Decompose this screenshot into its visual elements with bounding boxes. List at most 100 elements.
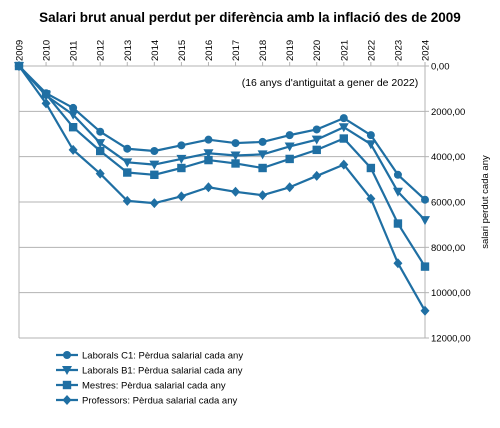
y-tick-label: 0,00: [431, 62, 450, 73]
data-point: [150, 147, 159, 155]
data-point: [257, 150, 268, 160]
data-point: [420, 305, 430, 316]
y-tick-label: 2000,00: [431, 107, 465, 118]
data-point: [123, 168, 132, 177]
legend-label: Laborals C1: Pèrdua salarial cada any: [82, 351, 243, 362]
data-point: [366, 131, 375, 140]
data-point: [69, 103, 78, 112]
data-point: [392, 187, 403, 197]
series-line: [18, 65, 426, 221]
chart-title: Salari brut anual perdut per diferència …: [39, 10, 461, 25]
data-point: [366, 193, 376, 204]
data-point: [203, 149, 214, 159]
data-point: [312, 125, 321, 134]
series-4: [14, 61, 430, 316]
chart-annotation: (16 anys d'antiguitat a gener de 2022): [242, 77, 419, 89]
data-point: [41, 90, 51, 99]
series-line: [18, 65, 426, 312]
x-tick-label: 2010: [42, 40, 53, 61]
data-point: [258, 163, 267, 173]
data-point: [14, 61, 24, 71]
data-point: [285, 182, 295, 193]
x-tick-label: 2015: [177, 40, 188, 61]
data-point: [339, 134, 348, 143]
data-point: [122, 195, 132, 206]
legend-label: Mestres: Pèrdua salarial cada any: [82, 381, 226, 392]
x-tick-labels: 2009 2010 2011 2012 2013 2014 2015 2016 2017 2018…: [15, 40, 432, 61]
x-tick-label: 2023: [393, 40, 404, 61]
legend-item: Mestres: Pèrdua salarial cada any: [56, 381, 226, 392]
data-point: [284, 142, 295, 152]
data-point: [204, 135, 213, 144]
data-point: [339, 114, 348, 123]
data-point: [68, 123, 78, 132]
series-line: [18, 65, 426, 201]
data-point: [393, 170, 402, 179]
data-point: [285, 154, 294, 164]
data-point: [176, 191, 186, 202]
series-1: [15, 62, 429, 204]
data-point: [231, 186, 241, 197]
gridlines: [19, 65, 425, 339]
data-point: [339, 159, 349, 170]
x-tick-label: 2017: [231, 40, 242, 61]
series-3: [14, 61, 430, 271]
x-tick-label: 2022: [366, 40, 377, 61]
data-point: [95, 139, 106, 149]
legend-label: Professors: Pèrdua salarial cada any: [82, 396, 237, 407]
legend-marker: [62, 395, 72, 405]
data-point: [149, 160, 160, 170]
y-tick-label: 10000,00: [431, 288, 471, 299]
data-point: [177, 163, 186, 173]
x-tick-label: 2024: [421, 40, 432, 61]
x-tick-label: 2011: [69, 41, 80, 61]
data-point: [41, 98, 51, 109]
data-point: [311, 135, 322, 145]
data-point: [68, 144, 78, 155]
data-point: [122, 158, 133, 168]
data-point: [421, 195, 429, 204]
data-point: [312, 145, 321, 155]
data-point: [68, 110, 79, 120]
data-point: [96, 127, 105, 136]
series-group: [14, 61, 430, 316]
data-point: [150, 170, 159, 179]
x-tick-label: 2020: [312, 40, 323, 61]
legend-marker: [62, 380, 72, 390]
y-tick-label: 4000,00: [431, 152, 465, 163]
x-tick-label: 2018: [258, 40, 269, 61]
data-point: [204, 155, 213, 165]
data-point: [149, 198, 159, 209]
x-tick-label: 2012: [96, 40, 107, 61]
axes: [18, 62, 429, 339]
data-point: [95, 168, 105, 179]
data-point: [231, 159, 240, 168]
legend: Laborals C1: Pèrdua salarial cada any Lab…: [56, 351, 243, 407]
data-point: [366, 163, 376, 173]
x-tick-label: 2021: [339, 40, 350, 61]
x-tick-label: 2009: [15, 40, 26, 61]
y-tick-label: 8000,00: [431, 243, 465, 254]
data-point: [258, 137, 267, 146]
legend-marker: [63, 351, 71, 359]
data-point: [393, 219, 403, 228]
x-tick-label: 2019: [285, 40, 296, 61]
data-point: [203, 182, 213, 193]
legend-item: Laborals B1: Pèrdua salarial cada any: [56, 366, 243, 377]
legend-item: Laborals C1: Pèrdua salarial cada any: [56, 351, 243, 362]
data-point: [420, 216, 430, 226]
y-tick-labels: 0,00 2000,00 4000,00 6000,00 8000,00 10000,00…: [431, 62, 471, 345]
data-point: [420, 262, 430, 271]
data-point: [230, 151, 241, 161]
y-axis-label: salari perdut cada any: [480, 155, 491, 249]
data-point: [177, 141, 186, 150]
data-point: [96, 146, 105, 156]
x-tick-label: 2016: [204, 40, 215, 61]
data-point: [365, 140, 376, 150]
data-point: [176, 154, 187, 164]
legend-marker: [62, 366, 72, 375]
legend-label: Laborals B1: Pèrdua salarial cada any: [82, 366, 243, 377]
data-point: [393, 258, 403, 269]
data-point: [231, 139, 240, 148]
